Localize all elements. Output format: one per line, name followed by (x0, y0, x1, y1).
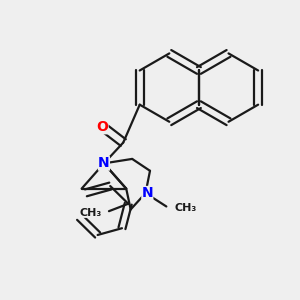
Text: CH₃: CH₃ (175, 203, 197, 213)
Text: CH₃: CH₃ (79, 208, 101, 218)
Text: N: N (142, 186, 153, 200)
Text: N: N (98, 156, 110, 170)
Text: O: O (97, 120, 108, 134)
